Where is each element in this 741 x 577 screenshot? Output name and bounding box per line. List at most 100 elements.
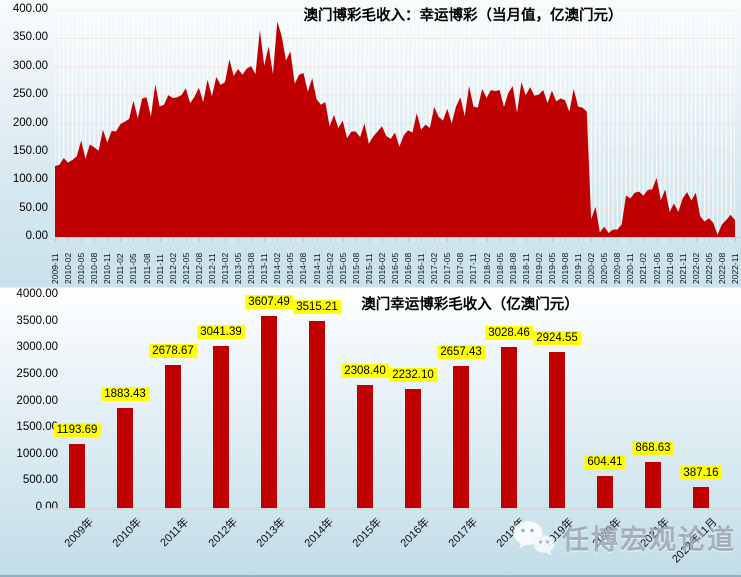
x-tick-label: 2020-02 <box>586 252 597 284</box>
x-tick-label: 2017-11 <box>468 253 479 284</box>
bar-value-label: 3607.49 <box>245 294 293 309</box>
x-tick-label: 2015-11 <box>363 253 374 284</box>
x-tick-label: 2021-02 <box>638 252 649 284</box>
x-tickmark <box>499 238 501 242</box>
bar <box>69 444 85 508</box>
x-tickmark <box>682 238 684 242</box>
x-tick-label: 2017-08 <box>455 252 466 284</box>
y-tick-label: 2500.00 <box>16 367 58 380</box>
x-tickmark <box>264 238 266 242</box>
x-tick-label: 2012-05 <box>180 252 191 284</box>
bar <box>501 346 517 508</box>
x-tick-label: 2022-05 <box>703 252 714 284</box>
x-tick-label: 2022-08 <box>716 252 727 284</box>
x-tick-label: 2010-11 <box>102 253 113 284</box>
x-tickmark <box>290 238 292 242</box>
x-tick-label: 2021-11 <box>677 253 688 284</box>
x-category-label: 2017年 <box>446 516 480 550</box>
x-tick-label: 2019-11 <box>573 253 584 284</box>
x-tickmark <box>277 238 279 242</box>
x-tickmark <box>695 238 697 242</box>
watermark: 任博宏观论道 <box>511 518 736 557</box>
bar-value-label: 1193.69 <box>53 423 101 438</box>
x-tick-label: 2013-11 <box>259 253 270 284</box>
bar <box>405 389 421 508</box>
y-tick-label: 250.00 <box>12 88 48 101</box>
y-tick-label: 300.00 <box>12 59 48 72</box>
x-tickmark <box>434 238 436 242</box>
y-tick-label: 4000.00 <box>16 288 58 300</box>
x-tickmark <box>538 238 540 242</box>
x-category-label: 2009年 <box>62 516 96 550</box>
bar-value-label: 3041.39 <box>197 325 245 340</box>
bar <box>213 346 229 508</box>
x-tickmark <box>591 238 593 242</box>
x-tickmark <box>355 238 357 242</box>
y-tick-label: 0.00 <box>25 230 48 242</box>
x-tickmark <box>185 238 187 242</box>
x-tick-label: 2011-11 <box>154 254 165 284</box>
x-tickmark <box>107 238 109 242</box>
x-tickmark <box>146 238 148 242</box>
x-tick-label: 2019-02 <box>533 252 544 284</box>
x-tick-label: 2021-05 <box>651 252 662 284</box>
x-tick-label: 2014-05 <box>285 252 296 284</box>
x-tickmark <box>604 238 606 242</box>
x-tick-label: 2016-11 <box>416 253 427 284</box>
x-tick-label: 2012-08 <box>193 252 204 284</box>
x-tick-label: 2015-05 <box>337 252 348 284</box>
x-tick-label: 2012-11 <box>206 253 217 284</box>
bar-value-label: 2232.10 <box>389 368 437 383</box>
x-tickmark <box>630 238 632 242</box>
area-series <box>55 21 735 237</box>
x-tickmark <box>368 238 370 242</box>
top-chart-title: 澳门博彩毛收入：幸运博彩（当月值，亿澳门元） <box>303 8 623 24</box>
bar-value-label: 2924.55 <box>533 331 581 346</box>
bar <box>117 407 133 508</box>
x-tick-label: 2018-11 <box>520 253 531 284</box>
x-category-label: 2015年 <box>350 516 384 550</box>
x-tickmark <box>578 238 580 242</box>
x-tick-label: 2020-11 <box>625 253 636 284</box>
bar <box>453 366 469 508</box>
x-axis-line <box>40 508 741 510</box>
x-tickmark <box>381 238 383 242</box>
x-tickmark <box>211 238 213 242</box>
x-tickmark <box>421 238 423 242</box>
bar <box>549 352 565 508</box>
x-tickmark <box>735 238 736 242</box>
x-tick-label: 2010-02 <box>63 252 74 284</box>
bar-value-label: 868.63 <box>632 440 674 455</box>
x-tick-label: 2019-08 <box>560 252 570 284</box>
x-tickmark <box>486 238 488 242</box>
x-tickmark <box>473 238 475 242</box>
x-tickmark <box>251 238 253 242</box>
x-tick-label: 2009-11 <box>50 253 60 284</box>
y-tick-label: 3000.00 <box>16 341 58 354</box>
x-tick-label: 2018-02 <box>481 252 492 284</box>
y-tick-label: 500.00 <box>22 474 58 487</box>
bottom-chart: 澳门幸运博彩毛收入（亿澳门元） 任博宏观论道 4000.00 3500.00 300… <box>0 287 741 577</box>
y-tick-label: 150.00 <box>12 144 48 157</box>
x-tickmark <box>303 238 305 242</box>
x-tickmark <box>617 238 619 242</box>
y-tick-label: 50.00 <box>19 201 48 214</box>
x-category-label: 2016年 <box>398 516 432 550</box>
x-tickmark <box>408 238 410 242</box>
x-tickmark <box>238 238 240 242</box>
x-tick-label: 2018-08 <box>507 252 518 284</box>
x-tickmark <box>721 238 723 242</box>
x-tick-label: 2013-02 <box>220 252 230 284</box>
x-tickmark <box>225 238 226 242</box>
bar <box>165 365 181 508</box>
y-tick-label: 350.00 <box>12 31 48 44</box>
x-tickmark <box>94 238 96 242</box>
x-category-label: 2012年 <box>206 516 240 550</box>
x-tick-label: 2010-05 <box>76 252 87 284</box>
x-tickmark <box>68 238 70 242</box>
x-tick-label: 2020-08 <box>612 252 623 284</box>
x-tick-label: 2015-08 <box>350 252 361 284</box>
x-tickmark <box>55 238 56 242</box>
x-tickmark <box>447 238 449 242</box>
